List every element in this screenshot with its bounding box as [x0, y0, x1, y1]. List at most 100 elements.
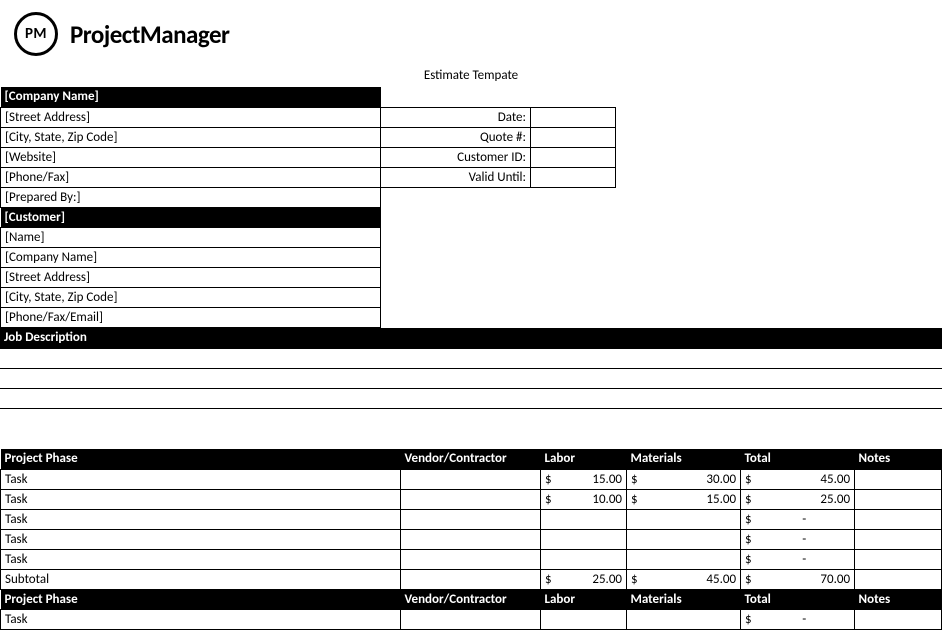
table-row: Task $ -	[1, 509, 942, 529]
task-cell[interactable]: Task	[1, 609, 401, 629]
company-city-state-zip[interactable]: [City, State, Zip Code]	[1, 127, 381, 147]
labor-value[interactable]	[555, 609, 627, 629]
vendor-cell[interactable]	[401, 549, 541, 569]
task-cell[interactable]: Task	[1, 489, 401, 509]
job-description-line[interactable]	[0, 369, 942, 389]
meta-quote-label: Quote #:	[381, 127, 531, 147]
total-value: 25.00	[755, 489, 855, 509]
col-materials: Materials	[627, 589, 741, 609]
labor-value[interactable]	[555, 509, 627, 529]
labor-value[interactable]: 15.00	[555, 469, 627, 489]
labor-currency: $	[541, 489, 555, 509]
materials-currency	[627, 549, 641, 569]
table-row: Task $ -	[1, 549, 942, 569]
meta-customerid-label: Customer ID:	[381, 147, 531, 167]
subtotal-materials-currency: $	[627, 569, 641, 589]
total-value: 45.00	[755, 469, 855, 489]
table-row: Task $ -	[1, 609, 942, 629]
materials-value[interactable]: 15.00	[641, 489, 741, 509]
vendor-cell[interactable]	[401, 529, 541, 549]
customer-street[interactable]: [Street Address]	[1, 268, 381, 288]
materials-currency	[627, 529, 641, 549]
vendor-cell[interactable]	[401, 509, 541, 529]
subtotal-label: Subtotal	[1, 569, 401, 589]
task-cell[interactable]: Task	[1, 469, 401, 489]
materials-value[interactable]	[641, 529, 741, 549]
total-value: -	[755, 509, 855, 529]
labor-currency	[541, 609, 555, 629]
materials-currency: $	[627, 489, 641, 509]
company-section-header: [Company Name]	[1, 87, 381, 107]
vendor-cell[interactable]	[401, 469, 541, 489]
vendor-cell[interactable]	[401, 609, 541, 629]
labor-currency	[541, 509, 555, 529]
company-prepared-by[interactable]: [Prepared By:]	[1, 187, 381, 207]
total-currency: $	[741, 549, 755, 569]
company-street-address[interactable]: [Street Address]	[1, 107, 381, 127]
subtotal-materials-value: 45.00	[641, 569, 741, 589]
total-value: -	[755, 549, 855, 569]
task-cell[interactable]: Task	[1, 529, 401, 549]
vendor-cell[interactable]	[401, 489, 541, 509]
notes-cell[interactable]	[855, 489, 942, 509]
job-description-line[interactable]	[0, 349, 942, 369]
col-notes: Notes	[855, 449, 942, 469]
total-currency: $	[741, 529, 755, 549]
meta-customerid-value[interactable]	[531, 147, 616, 167]
meta-date-value[interactable]	[531, 107, 616, 127]
labor-value[interactable]	[555, 529, 627, 549]
meta-quote-value[interactable]	[531, 127, 616, 147]
materials-value[interactable]	[641, 509, 741, 529]
subtotal-total-value: 70.00	[755, 569, 855, 589]
col-labor: Labor	[541, 449, 627, 469]
customer-company[interactable]: [Company Name]	[1, 248, 381, 268]
customer-city-state-zip[interactable]: [City, State, Zip Code]	[1, 288, 381, 308]
subtotal-vendor	[401, 569, 541, 589]
labor-currency	[541, 529, 555, 549]
col-notes: Notes	[855, 589, 942, 609]
total-value: -	[755, 529, 855, 549]
phase-table: Project Phase Vendor/Contractor Labor Ma…	[0, 449, 942, 630]
job-description-header: Job Description	[0, 328, 942, 348]
materials-value[interactable]	[641, 609, 741, 629]
notes-cell[interactable]	[855, 509, 942, 529]
company-phone-fax[interactable]: [Phone/Fax]	[1, 167, 381, 187]
table-row: Task $ 10.00 $ 15.00 $ 25.00	[1, 489, 942, 509]
customer-name[interactable]: [Name]	[1, 228, 381, 248]
company-meta-table: [Company Name] [Street Address] Date: [C…	[0, 87, 616, 208]
phase-header-row: Project Phase Vendor/Contractor Labor Ma…	[1, 449, 942, 469]
labor-currency: $	[541, 469, 555, 489]
notes-cell[interactable]	[855, 549, 942, 569]
table-row: Task $ 15.00 $ 30.00 $ 45.00	[1, 469, 942, 489]
col-total: Total	[741, 589, 855, 609]
col-vendor: Vendor/Contractor	[401, 449, 541, 469]
materials-value[interactable]	[641, 549, 741, 569]
materials-currency: $	[627, 469, 641, 489]
table-row: Task $ -	[1, 529, 942, 549]
total-currency: $	[741, 609, 755, 629]
customer-table: [Customer] [Name] [Company Name] [Street…	[0, 208, 381, 329]
subtotal-row: Subtotal $ 25.00 $ 45.00 $ 70.00	[1, 569, 942, 589]
labor-currency	[541, 549, 555, 569]
labor-value[interactable]: 10.00	[555, 489, 627, 509]
subtotal-labor-currency: $	[541, 569, 555, 589]
notes-cell[interactable]	[855, 609, 942, 629]
materials-currency	[627, 609, 641, 629]
task-cell[interactable]: Task	[1, 509, 401, 529]
notes-cell[interactable]	[855, 469, 942, 489]
logo-text: ProjectManager	[70, 19, 229, 50]
subtotal-labor-value: 25.00	[555, 569, 627, 589]
meta-validuntil-value[interactable]	[531, 167, 616, 187]
subtotal-total-currency: $	[741, 569, 755, 589]
meta-validuntil-label: Valid Until:	[381, 167, 531, 187]
customer-phone-fax-email[interactable]: [Phone/Fax/Email]	[1, 308, 381, 328]
col-project-phase: Project Phase	[1, 449, 401, 469]
materials-value[interactable]: 30.00	[641, 469, 741, 489]
phase-header-row: Project Phase Vendor/Contractor Labor Ma…	[1, 589, 942, 609]
notes-cell[interactable]	[855, 529, 942, 549]
job-description-line[interactable]	[0, 389, 942, 409]
task-cell[interactable]: Task	[1, 549, 401, 569]
labor-value[interactable]	[555, 549, 627, 569]
materials-currency	[627, 509, 641, 529]
company-website[interactable]: [Website]	[1, 147, 381, 167]
